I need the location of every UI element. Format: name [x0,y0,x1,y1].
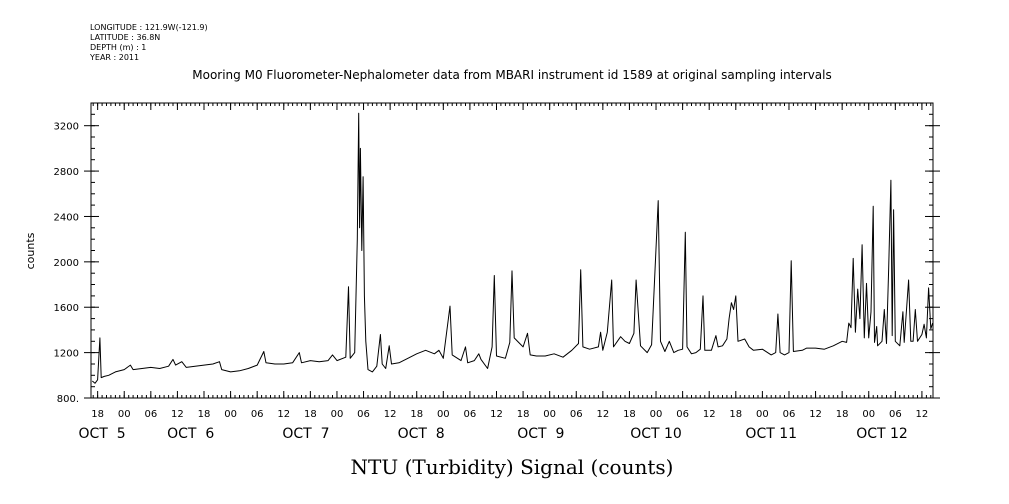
x-tick-label: 12 [916,409,929,420]
x-date-label: OCT 11 [745,426,797,442]
x-tick-label: 18 [623,409,636,420]
x-tick-label: 12 [277,409,290,420]
x-axis-label: NTU (Turbidity) Signal (counts) [351,455,674,479]
x-tick-label: 18 [91,409,104,420]
x-date-label: OCT 9 [517,426,564,442]
x-tick-label: 12 [703,409,716,420]
series-line [91,112,934,384]
meta-latitude: LATITUDE : 36.8N [90,33,160,42]
x-tick-label: 00 [118,409,131,420]
x-tick-label: 00 [224,409,237,420]
x-tick-label: 18 [304,409,317,420]
x-date-label: OCT 6 [167,426,214,442]
y-tick-label: 1200 [54,349,79,360]
x-tick-label: 18 [836,409,849,420]
y-tick-label: 2400 [54,212,79,223]
y-axis-label: counts [24,232,37,269]
x-date-label: OCT 5 [79,426,126,442]
x-tick-label: 18 [729,409,742,420]
y-tick-label: 3200 [54,122,79,133]
plot-frame [90,102,934,399]
x-tick-label: 06 [144,409,157,420]
x-tick-label: 12 [490,409,503,420]
x-tick-label: 12 [596,409,609,420]
x-tick-label: 06 [464,409,477,420]
x-tick-label: 06 [783,409,796,420]
meta-year: YEAR : 2011 [89,53,139,62]
x-tick-label: 00 [331,409,344,420]
y-tick-label: 2800 [54,167,79,178]
x-tick-label: 18 [410,409,423,420]
x-tick-label: 00 [862,409,875,420]
y-tick-label: 800. [57,394,79,405]
x-tick-label: 12 [384,409,397,420]
x-axis: 18 00 06 12 18 00 06 12 18 00 06 12 18 00 06 12 18 00 06 12… [91,103,928,420]
x-tick-label: 00 [650,409,663,420]
x-date-label: OCT 7 [282,426,329,442]
minor-ticks [91,102,933,399]
x-tick-label: 00 [543,409,556,420]
x-tick-label: 18 [198,409,211,420]
x-tick-label: 18 [517,409,530,420]
x-tick-label: 06 [251,409,264,420]
x-tick-label: 12 [809,409,822,420]
x-date-label: OCT 12 [856,426,908,442]
x-tick-label: 06 [676,409,689,420]
meta-longitude: LONGITUDE : 121.9W(-121.9) [90,23,208,32]
meta-depth: DEPTH (m) : 1 [90,43,146,52]
x-tick-label: 00 [756,409,769,420]
metadata-block: LONGITUDE : 121.9W(-121.9) LATITUDE : 36… [89,23,208,62]
x-date-label: OCT 10 [630,426,682,442]
x-tick-label: 06 [889,409,902,420]
x-tick-label: 00 [437,409,450,420]
x-tick-label: 06 [357,409,370,420]
date-axis: OCT 5 OCT 6 OCT 7 OCT 8 OCT 9 OCT 10 OCT 11 OCT… [79,426,908,442]
x-tick-label: 12 [171,409,184,420]
y-tick-label: 1600 [54,303,79,314]
x-date-label: OCT 8 [398,426,445,442]
y-tick-label: 2000 [54,258,79,269]
y-axis: 800. 1200 1600 2000 2400 2800 3200 [54,122,940,405]
x-tick-label: 06 [570,409,583,420]
chart-title: Mooring M0 Fluorometer-Nephalometer data… [192,68,832,82]
